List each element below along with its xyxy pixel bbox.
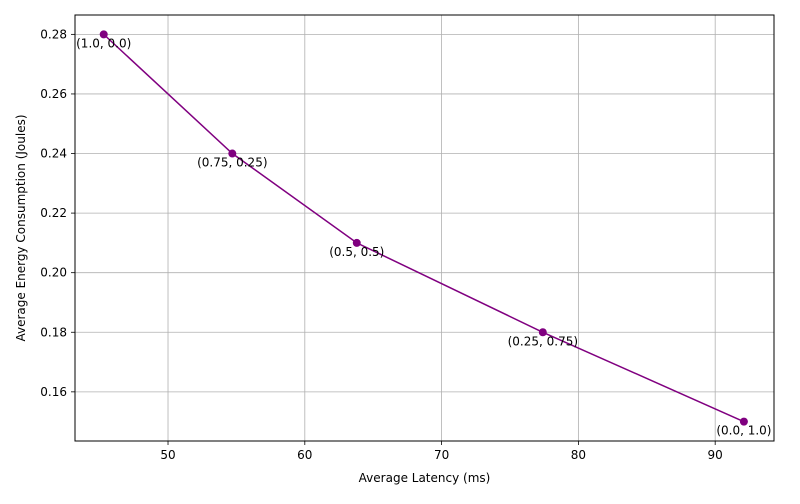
data-point <box>99 30 108 39</box>
y-tick-label: 0.26 <box>40 87 67 101</box>
series-layer <box>99 30 748 426</box>
y-tick-label: 0.16 <box>40 385 67 399</box>
series-line <box>103 33 745 423</box>
x-tick-label: 70 <box>434 448 449 462</box>
y-axis-label: Average Energy Consumption (Joules) <box>14 114 28 341</box>
data-point <box>739 417 748 426</box>
data-point <box>538 328 547 337</box>
y-tick-label: 0.28 <box>40 27 67 41</box>
y-axis-ticks: 0.16 0.18 0.20 0.22 0.24 0.26 0.28 <box>40 27 75 399</box>
data-label: (0.5, 0.5) <box>329 245 384 259</box>
y-tick-label: 0.20 <box>40 266 67 280</box>
x-tick-label: 80 <box>571 448 586 462</box>
y-tick-label: 0.24 <box>40 147 67 161</box>
data-label: (1.0, 0.0) <box>76 36 131 50</box>
x-axis-ticks: 50 60 70 80 90 <box>160 441 723 462</box>
y-tick-label: 0.22 <box>40 206 67 220</box>
data-label: (0.25, 0.75) <box>508 334 578 348</box>
x-axis-label: Average Latency (ms) <box>359 471 491 485</box>
data-point <box>228 149 237 158</box>
data-point <box>352 238 361 247</box>
x-tick-label: 60 <box>297 448 312 462</box>
data-label: (0.0, 1.0) <box>716 424 771 438</box>
data-labels: (1.0, 0.0) (0.75, 0.25) (0.5, 0.5) (0.25, 0… <box>76 36 771 437</box>
data-label: (0.75, 0.25) <box>197 156 267 170</box>
plot-frame <box>74 14 775 442</box>
x-tick-label: 50 <box>160 448 175 462</box>
grid <box>75 15 774 441</box>
x-tick-label: 90 <box>708 448 723 462</box>
y-tick-label: 0.18 <box>40 325 67 339</box>
